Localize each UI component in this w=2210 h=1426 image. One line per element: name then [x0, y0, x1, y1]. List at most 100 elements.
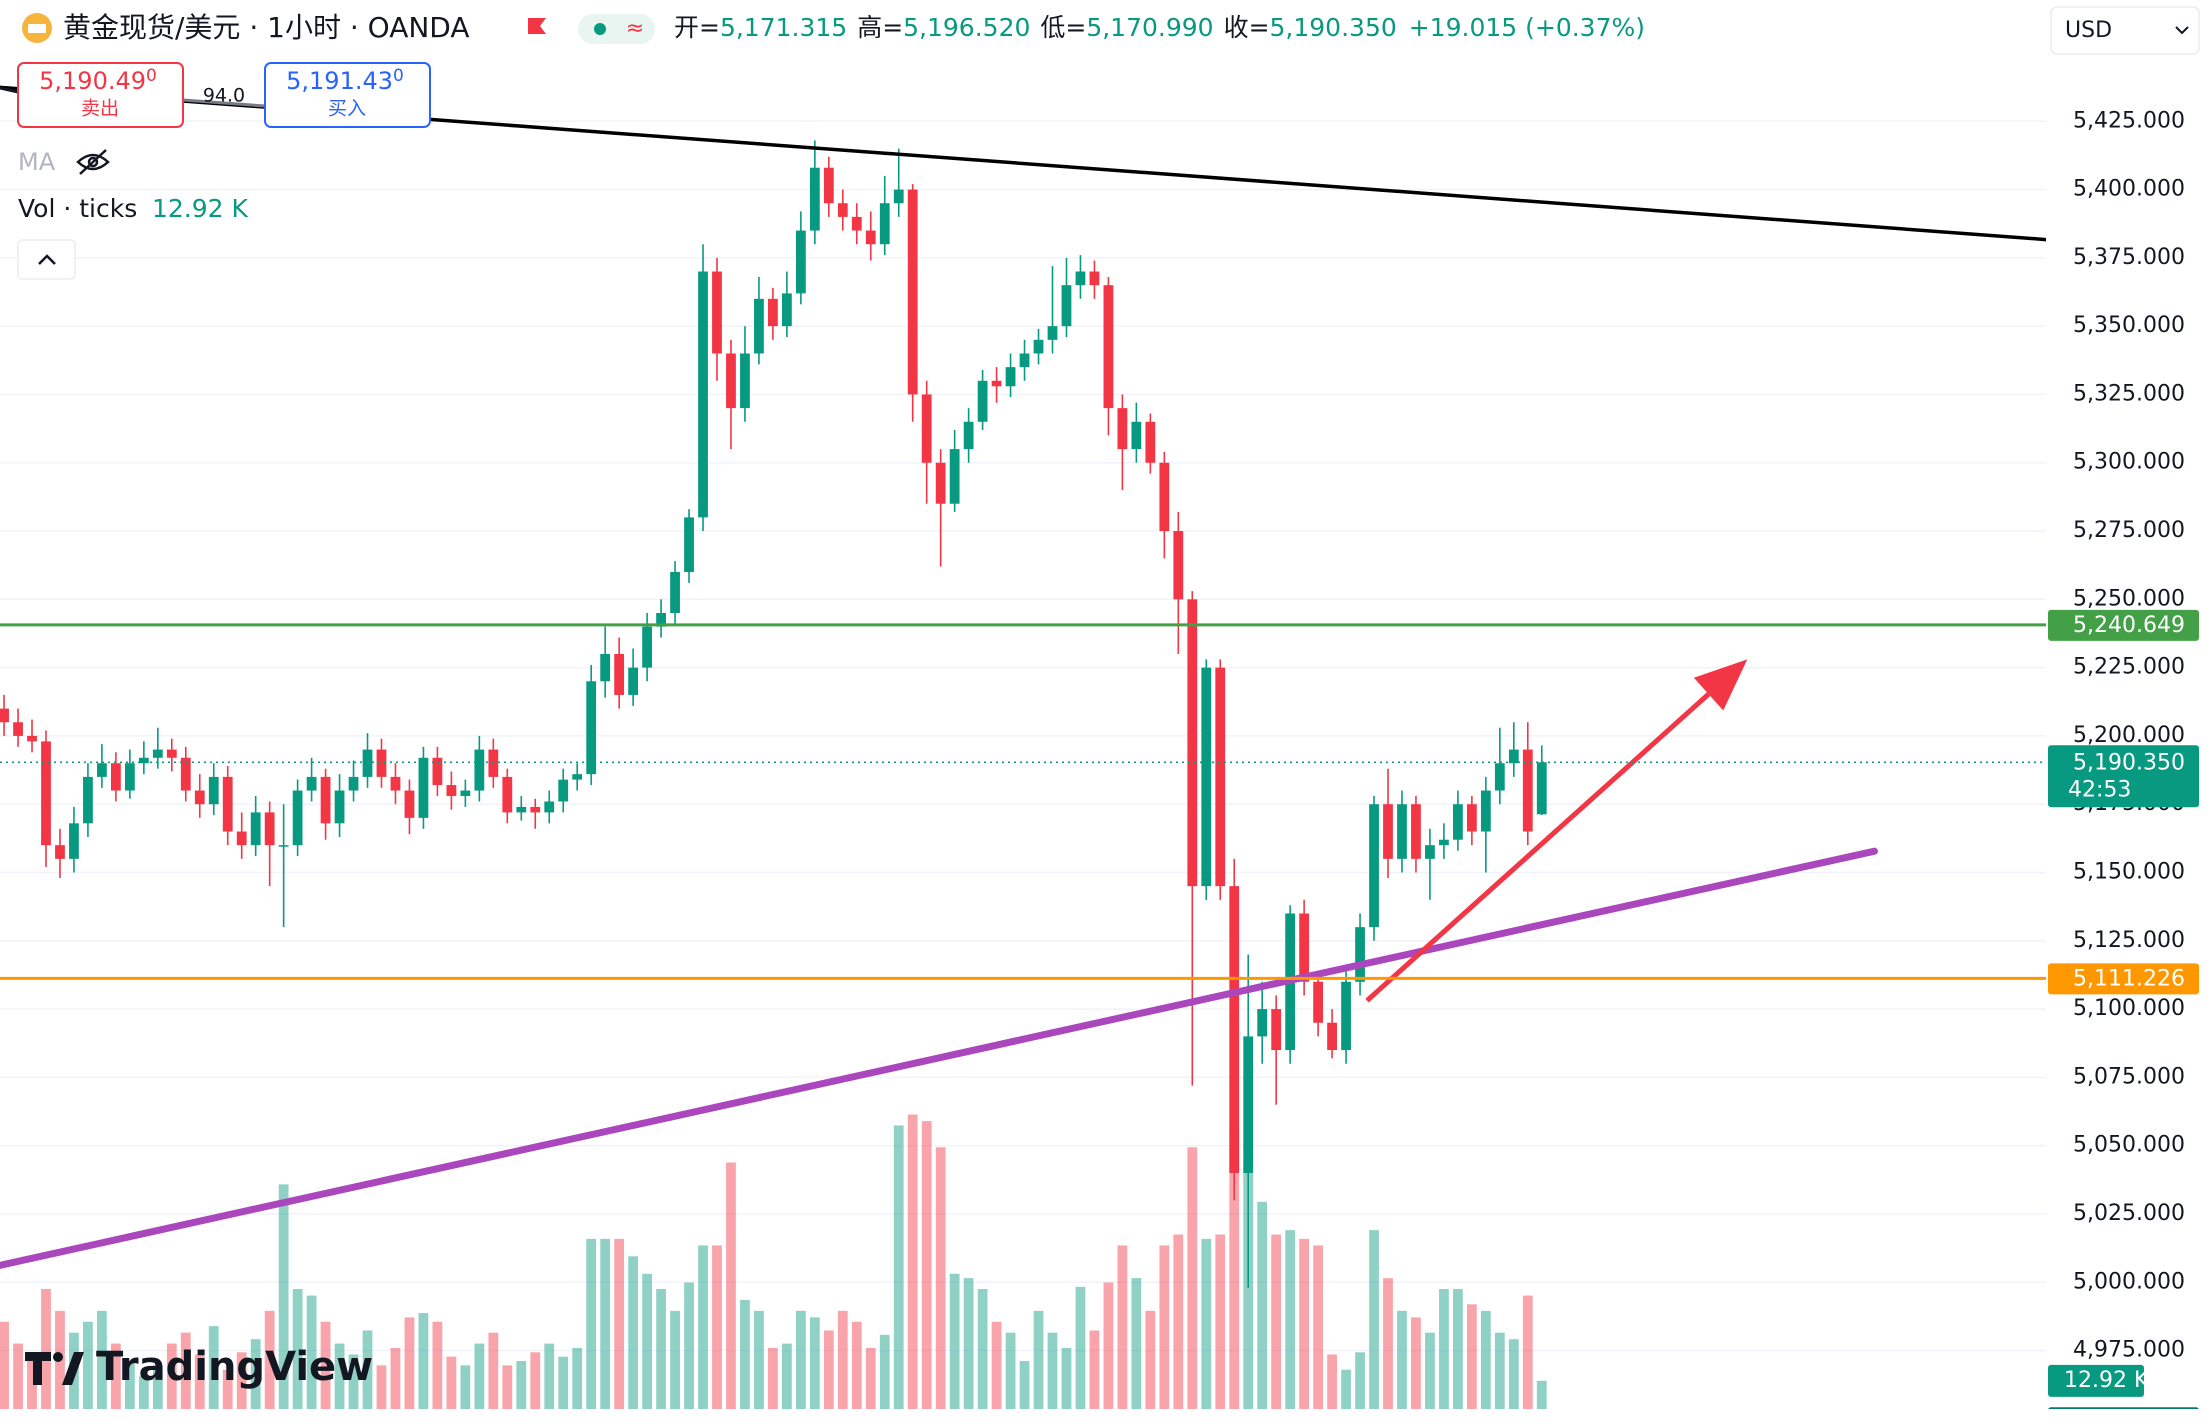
- volume-bar: [1299, 1238, 1310, 1409]
- collapse-button[interactable]: [17, 239, 76, 280]
- status-wave: ≈: [626, 16, 644, 41]
- level-label: 5,240.649: [2073, 613, 2185, 638]
- volume-bar: [1439, 1289, 1449, 1409]
- volume-bar: [460, 1365, 471, 1409]
- y-tick-label: 5,000.000: [2073, 1269, 2185, 1294]
- candle-body: [879, 203, 890, 245]
- buy-price-main: 5,191.43: [286, 67, 393, 95]
- candle-body: [306, 776, 317, 791]
- volume-bar: [1466, 1304, 1477, 1409]
- volume-bar: [754, 1310, 764, 1409]
- candle-body: [320, 776, 331, 824]
- candle-body: [97, 763, 107, 777]
- trend-line: [0, 847, 1878, 1269]
- status-pill[interactable]: [578, 14, 655, 44]
- y-tick-label: 5,300.000: [2073, 450, 2185, 475]
- candle-body: [1327, 1022, 1337, 1051]
- y-tick-label: 5,250.000: [2073, 586, 2185, 611]
- candle-body: [194, 790, 205, 805]
- candle-body: [628, 667, 639, 695]
- volume-bar: [586, 1238, 597, 1409]
- y-tick-label: 5,325.000: [2073, 381, 2185, 406]
- volume-bar: [1383, 1278, 1393, 1409]
- volume-bar: [1257, 1201, 1268, 1409]
- volume-bar: [795, 1310, 806, 1409]
- candle-body: [1089, 271, 1100, 286]
- volume-bar: [41, 1289, 51, 1409]
- y-tick-label: 5,425.000: [2073, 108, 2185, 133]
- candle-body: [432, 757, 443, 786]
- y-tick-label: 4,975.000: [2073, 1338, 2185, 1363]
- volume-bar: [1187, 1147, 1198, 1409]
- bottom-label-box: [2048, 1407, 2199, 1409]
- collapse-icon: [38, 254, 56, 265]
- candle-body: [1047, 326, 1058, 340]
- buy-text: 买入: [328, 98, 366, 120]
- candle-body: [124, 763, 135, 791]
- volume-bar: [208, 1326, 219, 1409]
- volume-bar: [1215, 1234, 1226, 1409]
- candle-body: [222, 776, 233, 832]
- volume-bar: [949, 1273, 960, 1409]
- volume-bar: [1229, 1125, 1240, 1409]
- symbol-title: 黄金现货/美元 · 1小时 · OANDA: [63, 11, 470, 44]
- volume-bar: [334, 1343, 345, 1409]
- volume-bar: [879, 1334, 890, 1409]
- close-value: 5,190.350: [1270, 13, 1397, 42]
- candle-body: [13, 722, 23, 736]
- volume-bar: [614, 1238, 625, 1409]
- candle-body: [152, 749, 163, 758]
- volume-bar: [1159, 1245, 1170, 1409]
- candle-body: [334, 790, 345, 824]
- current-price-box: [2048, 745, 2199, 808]
- volume-bar: [670, 1310, 680, 1409]
- volume-bar: [446, 1356, 457, 1409]
- volume-bar: [851, 1321, 862, 1409]
- volume-bar: [1019, 1361, 1030, 1409]
- sell-button[interactable]: [17, 62, 184, 128]
- flag-icon[interactable]: [528, 18, 546, 34]
- candle-body: [600, 653, 611, 682]
- vol-value: 12.92 K: [152, 194, 249, 223]
- volume-bar: [1313, 1245, 1323, 1409]
- candle-body: [642, 626, 652, 668]
- candle-body: [712, 271, 722, 354]
- currency-button[interactable]: [2050, 6, 2200, 55]
- candle-body: [1453, 804, 1463, 840]
- candle-body: [865, 230, 876, 245]
- volume-bar: [474, 1343, 485, 1409]
- spread: 94.0: [203, 85, 245, 107]
- candle-body: [740, 353, 750, 409]
- volume-bar: [250, 1339, 261, 1409]
- y-tick-label: 5,375.000: [2073, 245, 2185, 270]
- candle-body: [110, 763, 121, 791]
- volume-bar: [572, 1347, 583, 1409]
- arrow-head: [1693, 659, 1748, 711]
- sell-price-tail: 0: [146, 66, 157, 86]
- volume-bar: [152, 1365, 163, 1409]
- y-tick-label: 5,200.000: [2073, 723, 2185, 748]
- volume-bar: [977, 1289, 988, 1409]
- volume-bar: [921, 1121, 932, 1409]
- connector: [0, 86, 19, 94]
- volume-bar: [502, 1365, 513, 1409]
- volume-bar: [656, 1289, 666, 1409]
- candle-body: [516, 806, 527, 813]
- candle-body: [726, 353, 736, 409]
- volume-bar: [124, 1361, 135, 1409]
- volume-bar: [432, 1321, 443, 1409]
- volume-bar: [27, 1354, 37, 1409]
- candle-body: [698, 271, 708, 518]
- volume-bar: [362, 1330, 373, 1409]
- candle-body: [1397, 804, 1407, 859]
- volume-bar: [1103, 1282, 1114, 1409]
- low-label: 低=: [1040, 13, 1086, 42]
- buy-button[interactable]: [264, 62, 431, 128]
- y-tick-label: 5,350.000: [2073, 313, 2185, 338]
- volume-bar: [390, 1347, 401, 1409]
- candle-body: [1159, 462, 1170, 532]
- volume-bar: [907, 1114, 918, 1409]
- hide-icon[interactable]: [76, 149, 110, 175]
- volume-bar: [823, 1330, 834, 1409]
